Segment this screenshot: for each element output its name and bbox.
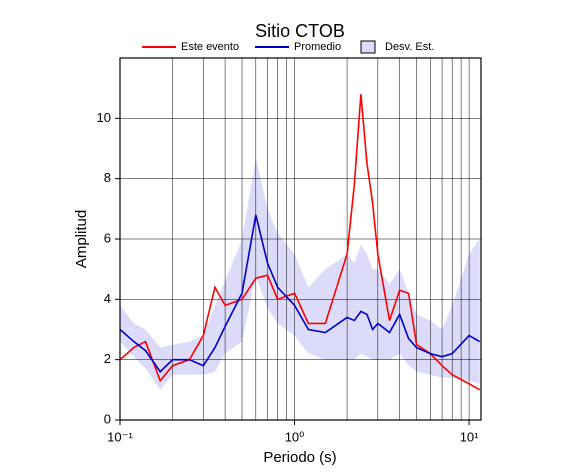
y-tick-label: 10 (97, 110, 111, 125)
y-tick-label: 4 (104, 291, 111, 306)
legend-label: Promedio (294, 41, 341, 53)
y-tick-label: 6 (104, 230, 111, 245)
y-tick-label: 2 (104, 351, 111, 366)
std-band (120, 157, 480, 390)
x-tick-label: 10⁰ (285, 429, 305, 444)
y-tick-label: 8 (104, 170, 111, 185)
series-line (119, 214, 481, 373)
y-tick-label: 0 (104, 411, 111, 426)
x-tick-label: 10⁻¹ (107, 429, 133, 444)
chart-title: Sitio CTOB (255, 21, 345, 41)
x-axis-label: Periodo (s) (263, 449, 336, 466)
y-axis-label: Amplitud (73, 210, 90, 268)
legend-label: Desv. Est. (385, 41, 434, 53)
legend-label: Este evento (181, 41, 239, 53)
legend-swatch (360, 40, 376, 54)
x-tick-label: 10¹ (460, 429, 479, 444)
